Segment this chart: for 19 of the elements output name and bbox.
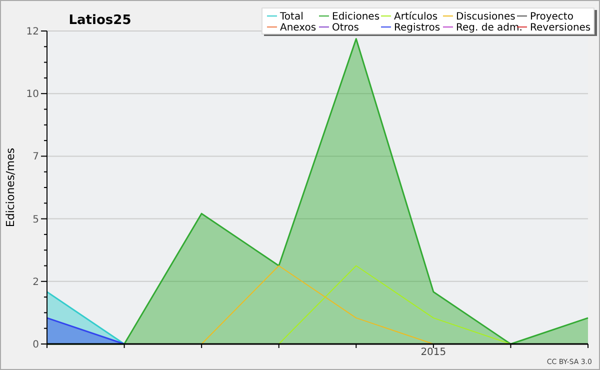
y-axis-title: Ediciones/mes xyxy=(4,148,17,228)
x-tick-label: 2015 xyxy=(420,347,446,358)
y-tick-label: 2 xyxy=(32,276,39,288)
legend-label: Reversiones xyxy=(530,22,591,34)
y-tick-label: 5 xyxy=(32,214,39,226)
y-tick-label: 10 xyxy=(26,89,39,100)
y-tick-label: 0 xyxy=(32,340,39,350)
legend-label: Artículos xyxy=(394,12,438,22)
legend-label: Discusiones xyxy=(456,12,516,22)
y-tick-label: 12 xyxy=(26,26,39,38)
legend-label: Otros xyxy=(332,22,360,34)
y-tick-label: 7 xyxy=(32,152,39,163)
legend-label: Ediciones xyxy=(332,12,380,22)
chart-title: Latios25 xyxy=(68,13,132,28)
legend-label: Anexos xyxy=(280,22,316,34)
legend-label: Proyecto xyxy=(530,12,574,22)
legend-label: Total xyxy=(279,12,304,22)
legend-label: Registros xyxy=(394,22,440,34)
legend-label: Reg. de adm. xyxy=(456,22,522,34)
